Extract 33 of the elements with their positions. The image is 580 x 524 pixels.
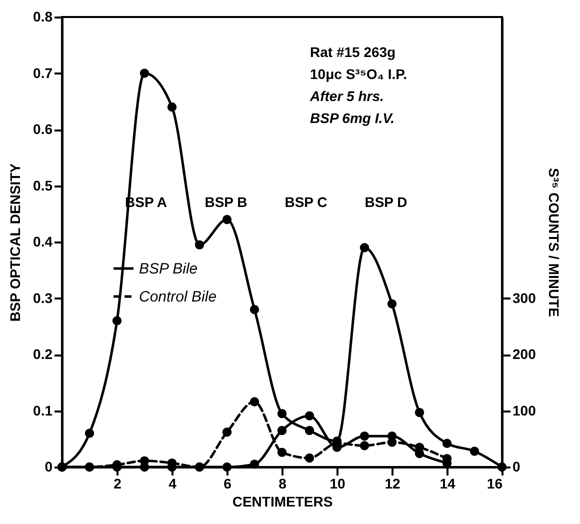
- legend-label: Control Bile: [139, 288, 217, 306]
- x-tick-label: 16: [486, 476, 503, 492]
- x-axis-title: CENTIMETERS: [232, 494, 333, 510]
- annotation: BSP 6mg I.V.: [310, 110, 395, 126]
- annotation: 10μc S³⁵O₄ I.P.: [310, 66, 408, 82]
- x-tick-label: 2: [114, 476, 122, 492]
- y-tick-label: 0.5: [33, 177, 53, 194]
- y-tick-label: 0.4: [33, 234, 53, 250]
- x-tick-label: 4: [168, 476, 177, 492]
- x-tick-label: 10: [330, 476, 346, 492]
- y-tick-label: 0.8: [33, 8, 53, 24]
- y2-tick-label: 0: [512, 458, 520, 474]
- y-tick-label: 0.3: [33, 290, 53, 306]
- y-axis-title: BSP OPTICAL DENSITY: [7, 162, 24, 322]
- y-tick-label: 0.1: [33, 402, 53, 418]
- x-tick-label: 8: [278, 476, 287, 492]
- y-tick-label: 0: [44, 458, 53, 474]
- annotation: BSP D: [364, 194, 408, 210]
- y2-tick-label: 100: [512, 402, 536, 418]
- y-tick-label: 0.7: [33, 64, 53, 81]
- y2-tick-label: 200: [512, 346, 536, 362]
- y-tick-label: 0.2: [33, 346, 53, 362]
- annotation: Rat #15 263g: [310, 44, 396, 60]
- y2-tick-label: 300: [512, 290, 536, 306]
- y2-axis-title: S³⁵ COUNTS / MINUTE: [546, 168, 562, 317]
- x-tick-label: 6: [224, 476, 232, 492]
- annotation: BSP C: [284, 194, 328, 210]
- x-tick-label: 12: [384, 476, 400, 492]
- annotation: After 5 hrs.: [309, 88, 384, 104]
- y-tick-label: 0.6: [33, 121, 53, 137]
- legend-label: BSP Bile: [139, 260, 198, 278]
- annotation: BSP B: [204, 194, 248, 210]
- x-tick-label: 14: [440, 476, 456, 492]
